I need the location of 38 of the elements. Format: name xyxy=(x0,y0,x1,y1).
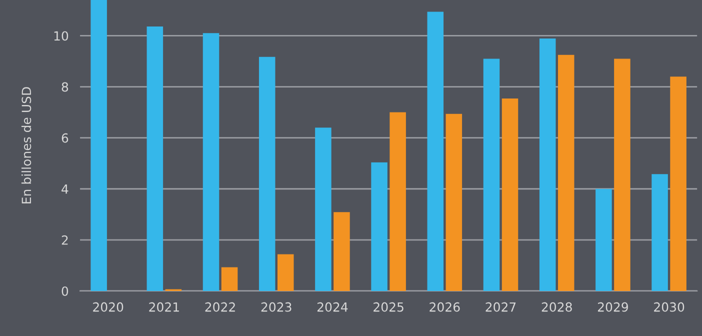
x-tick-label: 2028 xyxy=(542,302,572,312)
bar xyxy=(502,98,518,291)
bar xyxy=(202,33,220,291)
bar xyxy=(614,58,630,291)
x-tick-label: 2025 xyxy=(374,302,404,312)
x-tick-label: 2030 xyxy=(654,302,684,312)
bar xyxy=(652,174,668,291)
bar xyxy=(390,112,406,291)
bar xyxy=(258,56,276,291)
x-tick-label: 2021 xyxy=(149,302,179,312)
x-tick-label: 2023 xyxy=(261,302,292,312)
bar xyxy=(483,58,500,291)
bar xyxy=(427,12,444,291)
bar xyxy=(146,26,164,291)
bar xyxy=(446,114,462,291)
y-tick-label: 6 xyxy=(62,133,68,143)
x-tick-label: 2024 xyxy=(317,302,348,312)
bar xyxy=(334,212,350,291)
bar xyxy=(371,162,388,291)
x-tick-label: 2020 xyxy=(93,302,124,312)
y-tick-label: 8 xyxy=(62,82,68,92)
bar xyxy=(221,267,238,291)
y-tick-label: 4 xyxy=(62,184,68,194)
y-tick-label: 0 xyxy=(62,286,68,296)
bar xyxy=(558,54,574,291)
bar xyxy=(90,0,107,291)
x-tick-label: 2026 xyxy=(430,302,460,312)
y-axis-title: En billones de USD xyxy=(21,87,32,204)
x-tick-label: 2029 xyxy=(598,302,628,312)
x-tick-label: 2022 xyxy=(205,302,235,312)
bar xyxy=(596,188,612,291)
bar xyxy=(277,254,294,291)
bar xyxy=(539,38,556,291)
y-tick-label: 10 xyxy=(54,31,68,41)
y-tick-label: 2 xyxy=(62,235,68,245)
x-tick-label: 2027 xyxy=(486,302,516,312)
bar xyxy=(315,128,332,291)
bar xyxy=(670,76,686,291)
